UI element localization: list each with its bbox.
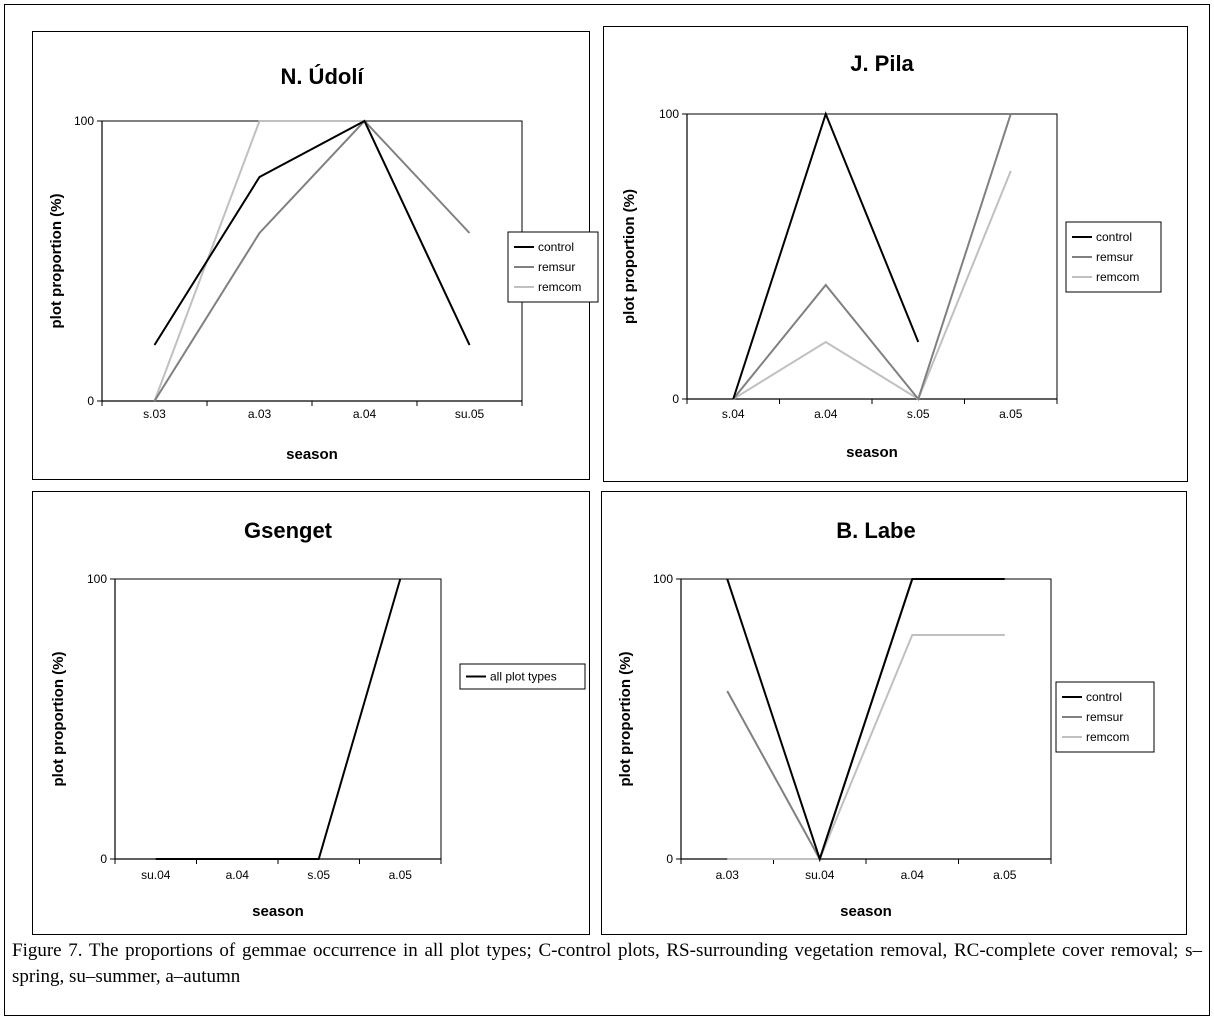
chart-svg: B. Labe 0 100 a.03 su.04 a.04 a.05 season plot p… bbox=[617, 518, 1155, 920]
figure-caption: Figure 7. The proportions of gemmae occu… bbox=[12, 940, 1202, 987]
legend: control remsur remcom bbox=[507, 231, 599, 303]
x-tick-label: a.05 bbox=[999, 407, 1023, 421]
x-tick-label: a.04 bbox=[814, 407, 838, 421]
x-tick-label: su.04 bbox=[141, 868, 171, 882]
chart-title: Gsenget bbox=[244, 518, 333, 543]
x-tick-label: a.04 bbox=[226, 868, 250, 882]
x-tick-label: a.05 bbox=[993, 868, 1017, 882]
x-axis-label: season bbox=[286, 446, 338, 463]
legend-label-remcom: remcom bbox=[1086, 730, 1129, 744]
plot-area-border bbox=[687, 113, 1058, 399]
chart-svg: J. Pila 0 100 s.04 a.04 s.05 a.05 season plot pr… bbox=[621, 51, 1162, 461]
y-tick-label: 100 bbox=[653, 572, 673, 586]
y-tick-label: 100 bbox=[87, 572, 107, 586]
chart-title: N. Údolí bbox=[280, 64, 364, 89]
series-line-remsur bbox=[732, 113, 1012, 402]
legend: all plot types bbox=[459, 663, 586, 690]
legend-label-remcom: remcom bbox=[1096, 270, 1139, 284]
x-tick-label: a.03 bbox=[716, 868, 740, 882]
legend: control remsur remcom bbox=[1055, 681, 1155, 753]
legend: control remsur remcom bbox=[1065, 221, 1162, 293]
y-axis-label: plot proportion (%) bbox=[48, 194, 65, 329]
chart-panel-gsenget: Gsenget 0 100 su.04 a.04 s.05 a.05 season plot p… bbox=[32, 491, 590, 935]
y-tick-label: 0 bbox=[100, 852, 107, 866]
x-tick-label: a.05 bbox=[389, 868, 413, 882]
series-line-remsur bbox=[153, 119, 471, 402]
series-line-control bbox=[153, 119, 471, 346]
legend-label-remsur: remsur bbox=[1096, 250, 1133, 264]
legend-label-control: control bbox=[538, 240, 574, 254]
x-axis-label: season bbox=[846, 444, 898, 461]
y-axis-label: plot proportion (%) bbox=[50, 652, 67, 787]
chart-svg: Gsenget 0 100 su.04 a.04 s.05 a.05 season plot p… bbox=[50, 518, 586, 920]
x-axis-label: season bbox=[840, 903, 892, 920]
y-tick-label: 100 bbox=[659, 107, 679, 121]
legend-label-control: control bbox=[1086, 690, 1122, 704]
y-tick-label: 100 bbox=[74, 114, 94, 128]
x-tick-label: s.04 bbox=[722, 407, 745, 421]
plot-area-border bbox=[115, 578, 442, 859]
series-line-remcom bbox=[153, 120, 471, 402]
x-tick-label: a.03 bbox=[248, 407, 272, 421]
plot-area-border bbox=[681, 578, 1052, 859]
series-line-control bbox=[726, 578, 1005, 863]
x-tick-label: a.04 bbox=[353, 407, 377, 421]
series-line-remcom bbox=[727, 634, 1005, 860]
legend-label-all-plot-types: all plot types bbox=[490, 670, 557, 684]
series-line-remcom bbox=[732, 170, 1012, 401]
chart-panel-b-labe: B. Labe 0 100 a.03 su.04 a.04 a.05 season plot p… bbox=[601, 491, 1187, 935]
series-line-all-plot-types bbox=[155, 578, 402, 860]
x-tick-label: s.05 bbox=[907, 407, 930, 421]
legend-label-control: control bbox=[1096, 230, 1132, 244]
y-tick-label: 0 bbox=[672, 392, 679, 406]
chart-title: B. Labe bbox=[836, 518, 915, 543]
legend-label-remsur: remsur bbox=[1086, 710, 1123, 724]
chart-panel-n-udoli: N. Údolí 0 100 s.03 a.03 a.04 su.05 season plot … bbox=[32, 31, 599, 480]
chart-panel-j-pila: J. Pila 0 100 s.04 a.04 s.05 a.05 season plot pr… bbox=[603, 26, 1188, 482]
legend-label-remsur: remsur bbox=[538, 260, 575, 274]
series-line-control bbox=[732, 111, 920, 400]
y-tick-label: 0 bbox=[666, 852, 673, 866]
y-tick-label: 0 bbox=[87, 394, 94, 408]
x-tick-label: su.04 bbox=[805, 868, 835, 882]
x-tick-label: a.04 bbox=[901, 868, 925, 882]
x-tick-label: s.03 bbox=[143, 407, 166, 421]
x-axis-label: season bbox=[252, 903, 304, 920]
chart-svg: N. Údolí 0 100 s.03 a.03 a.04 su.05 season plot … bbox=[48, 64, 599, 463]
plot-area-border bbox=[102, 120, 523, 401]
x-tick-label: s.05 bbox=[307, 868, 330, 882]
y-axis-label: plot proportion (%) bbox=[617, 652, 634, 787]
y-axis-label: plot proportion (%) bbox=[621, 189, 638, 324]
x-tick-label: su.05 bbox=[455, 407, 485, 421]
legend-label-remcom: remcom bbox=[538, 280, 581, 294]
chart-title: J. Pila bbox=[850, 51, 914, 76]
